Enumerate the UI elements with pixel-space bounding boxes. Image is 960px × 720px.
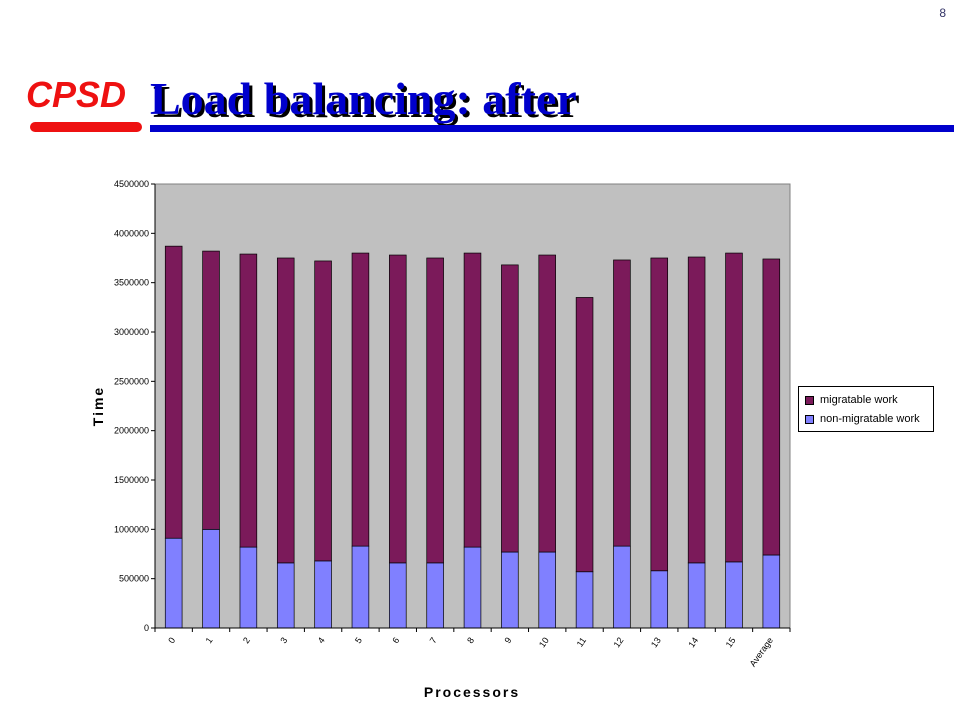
bar-non-migratable [501, 551, 519, 629]
bar-migratable [314, 260, 332, 562]
legend-label-migratable: migratable work [820, 394, 898, 406]
y-tick-label: 3000000 [114, 327, 149, 337]
x-tick-label: 9 [502, 635, 513, 645]
bar-non-migratable [463, 546, 482, 629]
bar-non-migratable [314, 560, 332, 629]
legend-swatch-non-migratable [805, 414, 814, 424]
bar-non-migratable [239, 546, 258, 629]
bar-migratable [687, 256, 706, 564]
y-tick-label: 2000000 [114, 426, 149, 436]
y-tick-label: 500000 [119, 574, 149, 584]
y-axis: 0 500000 1000000 1500000 2000000 2500000 30000… [114, 179, 156, 633]
y-tick-label: 1000000 [114, 524, 149, 534]
y-tick-label: 2500000 [114, 376, 149, 386]
bar-non-migratable [276, 562, 295, 629]
legend-item-migratable: migratable work [805, 392, 898, 408]
legend: migratable work non-migratable work [798, 386, 934, 432]
bar-migratable [164, 245, 183, 539]
bar-non-migratable [725, 561, 743, 629]
x-tick-label: 15 [724, 635, 738, 649]
y-tick-label: 4500000 [114, 179, 149, 189]
legend-label-non-migratable: non-migratable work [820, 413, 920, 425]
bar-non-migratable [538, 551, 556, 629]
x-tick-label: 1 [204, 635, 215, 645]
y-axis-label: Time [90, 386, 106, 426]
x-tick-label: Average [748, 635, 775, 668]
y-tick-label: 0 [144, 623, 149, 633]
bar-migratable [538, 254, 556, 553]
bar-non-migratable [389, 562, 407, 629]
title-rule [150, 125, 954, 132]
x-tick-label: 8 [465, 635, 476, 645]
logo-underline [30, 122, 142, 132]
x-tick-label: 7 [428, 635, 439, 645]
bar-migratable [426, 257, 444, 564]
bar-migratable [762, 258, 781, 556]
bar-non-migratable [426, 562, 444, 629]
x-tick-label: 4 [316, 635, 327, 645]
bar-non-migratable [687, 562, 706, 629]
x-tick-label: 10 [537, 635, 551, 649]
bar-migratable [725, 252, 743, 563]
x-tick-label: 12 [612, 635, 626, 649]
page-number: 8 [939, 6, 946, 20]
bars [164, 245, 781, 629]
legend-swatch-migratable [805, 395, 814, 405]
bar-non-migratable [613, 545, 631, 629]
bar-non-migratable [202, 528, 220, 629]
bar-migratable [351, 252, 370, 547]
bar-migratable [463, 252, 482, 548]
bar-migratable [575, 297, 594, 573]
y-tick-label: 3500000 [114, 278, 149, 288]
y-tick-label: 4000000 [114, 228, 149, 238]
x-axis: 0 1 2 3 4 5 6 7 8 9 10 11 12 13 14 15 Average [154, 627, 791, 668]
slide-title: Load balancing: after [150, 73, 577, 124]
bar-non-migratable [575, 571, 594, 629]
bar-non-migratable [762, 554, 781, 629]
x-tick-label: 0 [166, 635, 177, 645]
x-tick-label: 5 [353, 635, 364, 645]
bar-migratable [276, 257, 295, 564]
x-tick-label: 2 [241, 635, 252, 645]
bar-migratable [389, 254, 407, 564]
x-tick-label: 13 [649, 635, 663, 649]
bar-non-migratable [650, 570, 669, 629]
bar-migratable [650, 257, 669, 572]
x-tick-label: 14 [686, 635, 700, 649]
y-tick-label: 1500000 [114, 475, 149, 485]
cpsd-logo: CPSD [26, 74, 150, 136]
bar-migratable [501, 264, 519, 553]
bar-migratable [202, 250, 220, 530]
legend-item-non-migratable: non-migratable work [805, 411, 920, 427]
bar-migratable [239, 253, 258, 548]
bar-non-migratable [164, 537, 183, 629]
x-tick-label: 6 [390, 635, 401, 645]
logo-text: CPSD [26, 74, 127, 115]
x-tick-label: 11 [575, 635, 589, 648]
bar-non-migratable [351, 545, 370, 629]
bar-migratable [613, 259, 631, 547]
x-tick-label: 3 [278, 635, 289, 645]
x-axis-label: Processors [424, 684, 520, 700]
